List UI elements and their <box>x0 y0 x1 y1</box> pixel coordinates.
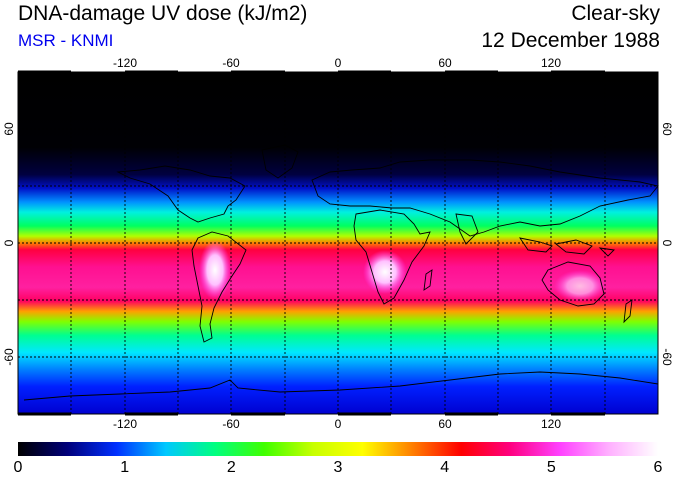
sky-condition-label: Clear-sky <box>571 2 660 25</box>
colorbar-tick: 4 <box>440 459 450 476</box>
lat-label: 60 <box>2 122 16 136</box>
lon-labels-bottom: -120 -60 0 60 120 <box>113 417 561 431</box>
lat-labels-right: 60 0 -60 <box>660 122 674 366</box>
lon-label: 0 <box>335 417 342 431</box>
lat-label: 60 <box>660 122 674 136</box>
lon-label: 0 <box>335 56 342 70</box>
lon-label: -60 <box>222 56 240 70</box>
colorbar <box>18 442 658 456</box>
africa-peak <box>363 250 407 294</box>
lon-labels-top: -120 -60 0 60 120 <box>113 56 561 70</box>
colorbar-tick: 0 <box>13 459 23 476</box>
colorbar-tick: 5 <box>546 459 556 476</box>
lon-label: -120 <box>113 417 137 431</box>
lon-label: -120 <box>113 56 137 70</box>
map-title: DNA-damage UV dose (kJ/m2) <box>18 2 308 25</box>
lon-label: 120 <box>541 56 561 70</box>
frame-ticks <box>18 70 605 416</box>
lat-label: -60 <box>2 348 16 366</box>
lat-labels-left: 60 0 -60 <box>2 122 16 366</box>
graticule <box>18 72 658 414</box>
colorbar-tick: 2 <box>226 459 236 476</box>
date-label: 12 December 1988 <box>481 29 660 52</box>
uv-dose-map: -120 -60 0 60 120 -120 -60 0 60 120 60 0… <box>2 56 674 431</box>
australia-peak <box>554 270 606 302</box>
colorbar-tick: 3 <box>333 459 343 476</box>
lat-label: 0 <box>660 240 674 247</box>
colorbar-tick: 6 <box>653 459 663 476</box>
source-label: MSR - KNMI <box>18 31 114 50</box>
lat-label: 0 <box>2 239 16 246</box>
lon-label: 60 <box>438 56 452 70</box>
colorbar-tick: 1 <box>120 459 130 476</box>
lon-label: 120 <box>541 417 561 431</box>
lat-label: -60 <box>660 348 674 366</box>
lon-label: 60 <box>438 417 452 431</box>
lon-label: -60 <box>222 417 240 431</box>
south-america-peak <box>199 240 231 300</box>
